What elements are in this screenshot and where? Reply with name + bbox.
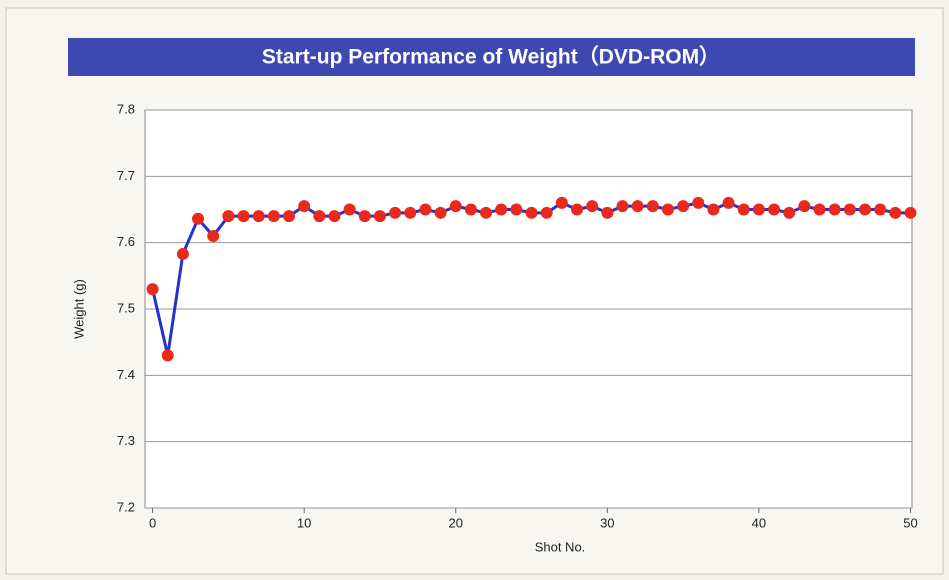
y-tick-label: 7.2 xyxy=(117,499,135,514)
data-point xyxy=(480,206,493,219)
y-tick-label: 7.4 xyxy=(117,367,135,382)
data-point xyxy=(874,203,887,216)
data-point xyxy=(449,200,462,213)
data-point xyxy=(283,210,296,223)
data-point xyxy=(373,210,386,223)
y-tick-label: 7.7 xyxy=(117,168,135,183)
data-point xyxy=(222,210,235,223)
data-point xyxy=(510,203,523,216)
data-point xyxy=(586,200,599,213)
data-point xyxy=(267,210,280,223)
data-point xyxy=(495,203,508,216)
x-tick-label: 30 xyxy=(600,515,614,530)
data-point xyxy=(601,206,614,219)
data-point xyxy=(434,206,447,219)
data-point xyxy=(389,206,402,219)
data-point xyxy=(343,203,356,216)
x-tick-label: 50 xyxy=(903,515,917,530)
data-point xyxy=(889,206,902,219)
data-point xyxy=(646,200,659,213)
data-point xyxy=(525,206,538,219)
data-point xyxy=(828,203,841,216)
data-point xyxy=(161,349,174,362)
data-point xyxy=(328,210,341,223)
y-axis-label: Weight (g) xyxy=(71,279,86,339)
data-point xyxy=(768,203,781,216)
data-point xyxy=(207,230,220,243)
x-axis-label: Shot No. xyxy=(535,539,586,554)
data-point xyxy=(692,196,705,209)
data-point xyxy=(237,210,250,223)
data-point xyxy=(661,203,674,216)
data-point xyxy=(176,247,189,260)
data-point xyxy=(843,203,856,216)
data-point xyxy=(419,203,432,216)
data-point xyxy=(798,200,811,213)
data-point xyxy=(859,203,872,216)
data-point xyxy=(707,203,720,216)
x-tick-label: 0 xyxy=(149,515,156,530)
y-tick-label: 7.5 xyxy=(117,300,135,315)
data-point xyxy=(540,206,553,219)
data-point xyxy=(722,196,735,209)
chart-title: Start-up Performance of Weight（DVD-ROM） xyxy=(262,45,720,69)
data-point xyxy=(298,200,311,213)
data-point xyxy=(616,200,629,213)
data-point xyxy=(677,200,690,213)
y-tick-label: 7.3 xyxy=(117,433,135,448)
data-point xyxy=(631,200,644,213)
x-tick-label: 20 xyxy=(449,515,463,530)
title-banner xyxy=(68,38,915,76)
data-point xyxy=(813,203,826,216)
data-point xyxy=(737,203,750,216)
data-point xyxy=(404,206,417,219)
x-tick-label: 10 xyxy=(297,515,311,530)
data-point xyxy=(555,196,568,209)
data-point xyxy=(783,206,796,219)
data-point xyxy=(358,210,371,223)
data-point xyxy=(192,212,205,225)
data-point xyxy=(752,203,765,216)
data-point xyxy=(571,203,584,216)
data-point xyxy=(464,203,477,216)
data-point xyxy=(313,210,326,223)
y-tick-label: 7.6 xyxy=(117,234,135,249)
data-point xyxy=(904,206,917,219)
data-point xyxy=(252,210,265,223)
x-tick-label: 40 xyxy=(752,515,766,530)
y-tick-label: 7.8 xyxy=(117,101,135,116)
data-point xyxy=(146,283,159,296)
